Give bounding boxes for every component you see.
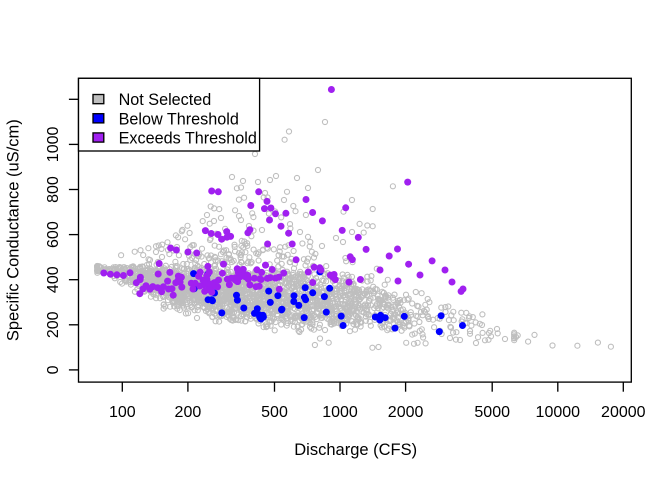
svg-text:10000: 10000 [536,404,581,421]
svg-text:1000: 1000 [45,127,62,163]
svg-text:2000: 2000 [388,404,424,421]
svg-text:Below Threshold: Below Threshold [119,110,239,128]
svg-text:100: 100 [109,404,136,421]
svg-text:400: 400 [45,266,62,293]
svg-text:Not Selected: Not Selected [119,91,212,109]
svg-text:20000: 20000 [601,404,646,421]
svg-text:Discharge (CFS): Discharge (CFS) [294,441,417,459]
svg-text:200: 200 [45,311,62,338]
svg-text:Exceeds Threshold: Exceeds Threshold [119,130,257,148]
svg-text:0: 0 [45,365,62,374]
svg-text:500: 500 [261,404,288,421]
svg-text:Specific Conductance (uS/cm): Specific Conductance (uS/cm) [5,119,23,341]
svg-text:800: 800 [45,176,62,203]
svg-text:5000: 5000 [474,404,510,421]
svg-text:600: 600 [45,221,62,248]
svg-text:200: 200 [175,404,202,421]
svg-text:1000: 1000 [322,404,358,421]
